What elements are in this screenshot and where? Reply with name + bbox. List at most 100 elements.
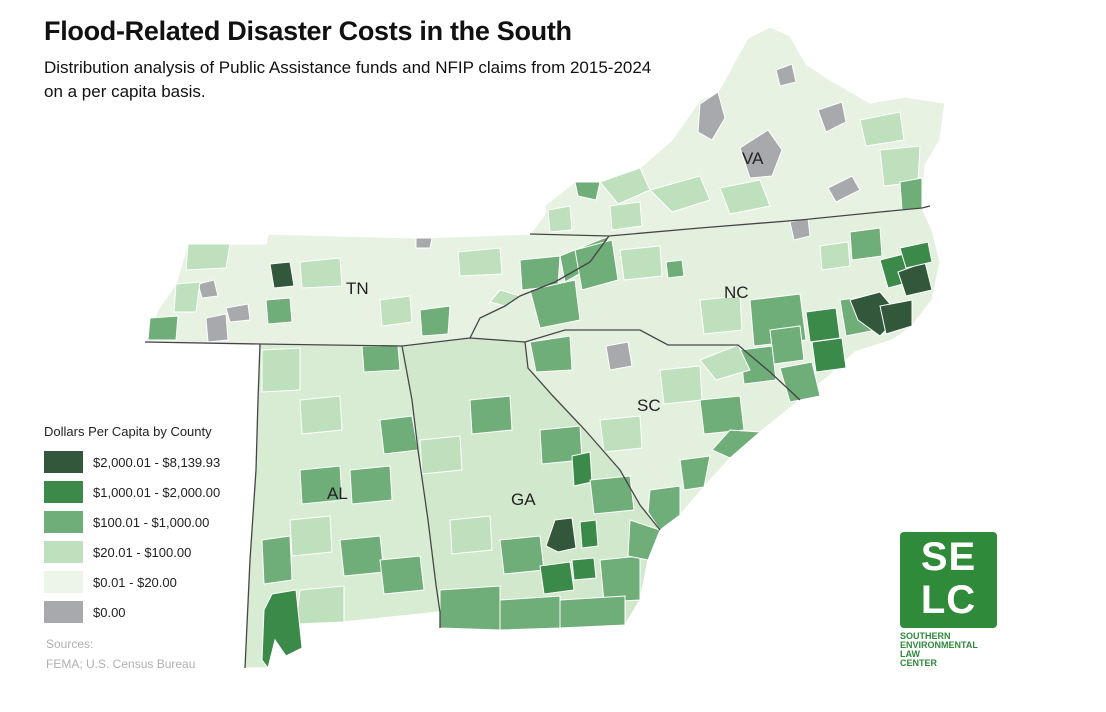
logo-mark: SE LC — [900, 532, 997, 628]
county-mid — [379, 415, 419, 455]
county-mid — [769, 325, 805, 365]
county-mid — [849, 227, 883, 261]
logo-letters: SE LC — [900, 536, 997, 622]
legend-swatch — [44, 451, 83, 473]
county-light — [457, 247, 503, 277]
county-light — [379, 295, 413, 327]
county-high — [571, 451, 593, 487]
logo-letters-bottom: LC — [920, 578, 977, 622]
county-zero — [205, 313, 229, 343]
state-label-tn: TN — [346, 279, 369, 298]
county-light — [261, 347, 301, 393]
county-zero — [697, 91, 726, 141]
state-label-sc: SC — [637, 396, 661, 415]
county-mid — [361, 345, 401, 373]
county-dark — [545, 517, 577, 553]
county-light — [859, 111, 905, 147]
legend-label: $1,000.01 - $2,000.00 — [93, 484, 221, 500]
legend-label: $0.00 — [93, 604, 126, 620]
county-mid — [647, 485, 681, 531]
legend-swatch — [44, 541, 83, 563]
county-light — [173, 281, 201, 313]
county-zero — [197, 279, 219, 299]
sources-text: FEMA; U.S. Census Bureau — [46, 657, 196, 671]
county-high — [579, 519, 599, 549]
county-patches — [147, 63, 933, 670]
county-mid — [679, 455, 711, 491]
county-mid — [265, 297, 293, 325]
state-label-al: AL — [327, 484, 348, 503]
county-light — [299, 395, 343, 435]
county-mid — [147, 315, 179, 341]
county-mid — [574, 181, 601, 201]
county-zero — [739, 129, 783, 179]
map-title: Flood-Related Disaster Costs in the Sout… — [44, 16, 572, 46]
legend-swatch — [44, 511, 83, 533]
county-mid — [599, 555, 641, 603]
county-light — [649, 175, 711, 213]
county-light — [719, 179, 771, 215]
county-high — [899, 241, 933, 269]
county-zero — [817, 101, 847, 133]
county-zero — [225, 303, 251, 323]
state-label-va: VA — [742, 149, 764, 168]
county-mid — [805, 307, 841, 343]
county-zero — [415, 237, 433, 249]
sources-label: Sources: — [46, 637, 94, 651]
county-mid — [469, 395, 513, 435]
county-mid — [339, 535, 385, 577]
county-mid — [261, 535, 293, 585]
county-mid — [627, 519, 661, 561]
county-mid — [419, 305, 451, 337]
county-mid — [439, 585, 501, 631]
county-mid — [529, 279, 581, 329]
county-mid — [299, 465, 343, 505]
county-high — [571, 557, 597, 581]
county-light — [619, 245, 663, 281]
county-zero — [827, 175, 861, 203]
county-zero — [775, 63, 797, 87]
state-label-nc: NC — [724, 283, 749, 302]
legend-item: $20.01 - $100.00 — [44, 537, 284, 567]
county-zero — [789, 217, 811, 241]
legend-item: $0.01 - $20.00 — [44, 567, 284, 597]
logo-line: SOUTHERN — [900, 631, 951, 641]
county-mid — [589, 475, 635, 515]
county-light — [609, 201, 643, 231]
county-mid — [499, 595, 561, 631]
county-light — [599, 415, 643, 453]
county-dark — [879, 299, 913, 335]
county-light — [699, 344, 751, 381]
county-light — [289, 515, 333, 557]
legend-item: $1,000.01 - $2,000.00 — [44, 477, 284, 507]
state-label-ga: GA — [511, 490, 536, 509]
county-mid — [811, 337, 847, 373]
county-mid — [499, 535, 545, 575]
sources-note: Sources: FEMA; U.S. Census Bureau — [46, 634, 195, 674]
state-labels: VA TN NC SC AL GA — [327, 149, 764, 509]
county-mid — [379, 555, 425, 595]
legend-label: $0.01 - $20.00 — [93, 574, 177, 590]
legend-label: $100.01 - $1,000.00 — [93, 514, 210, 530]
county-high — [539, 561, 575, 595]
county-light — [185, 243, 231, 271]
county-mid — [559, 595, 626, 629]
county-dark — [269, 261, 295, 289]
county-light — [659, 365, 703, 405]
state-borders — [144, 205, 931, 669]
county-mid — [574, 239, 619, 291]
legend-title: Dollars Per Capita by County — [44, 424, 212, 439]
logo-line: CENTER — [900, 658, 938, 668]
logo-line: LAW — [900, 649, 920, 659]
county-light — [819, 241, 851, 271]
selc-logo: SE LC SOUTHERN ENVIRONMENTAL LAW CENTER — [900, 532, 1000, 668]
logo-letters-top: SE — [920, 535, 977, 579]
map-legend: Dollars Per Capita by County $2,000.01 -… — [44, 424, 284, 627]
county-mid — [349, 465, 393, 505]
county-mid — [665, 259, 685, 279]
county-light — [699, 295, 743, 335]
county-light — [299, 257, 343, 289]
legend-swatch — [44, 571, 83, 593]
logo-wordmark: SOUTHERN ENVIRONMENTAL LAW CENTER — [900, 632, 1000, 668]
